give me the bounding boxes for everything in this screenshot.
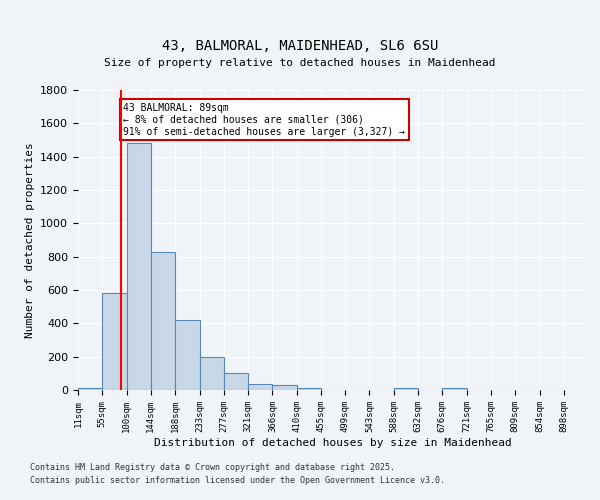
Bar: [200, 356, 224, 390]
Bar: [248, 384, 272, 390]
Bar: [102, 292, 127, 390]
Bar: [272, 385, 296, 390]
Text: Contains HM Land Registry data © Crown copyright and database right 2025.: Contains HM Land Registry data © Crown c…: [30, 464, 395, 472]
Text: Size of property relative to detached houses in Maidenhead: Size of property relative to detached ho…: [104, 58, 496, 68]
Y-axis label: Number of detached properties: Number of detached properties: [25, 142, 35, 338]
Bar: [296, 388, 321, 390]
Text: Contains public sector information licensed under the Open Government Licence v3: Contains public sector information licen…: [30, 476, 445, 485]
X-axis label: Distribution of detached houses by size in Maidenhead: Distribution of detached houses by size …: [154, 438, 512, 448]
Bar: [394, 388, 418, 390]
Bar: [127, 144, 151, 390]
Text: 43, BALMORAL, MAIDENHEAD, SL6 6SU: 43, BALMORAL, MAIDENHEAD, SL6 6SU: [162, 38, 438, 52]
Bar: [224, 374, 248, 390]
Text: 43 BALMORAL: 89sqm
← 8% of detached houses are smaller (306)
91% of semi-detache: 43 BALMORAL: 89sqm ← 8% of detached hous…: [124, 104, 406, 136]
Bar: [151, 252, 175, 390]
Bar: [78, 388, 102, 390]
Bar: [442, 388, 467, 390]
Bar: [175, 320, 200, 390]
